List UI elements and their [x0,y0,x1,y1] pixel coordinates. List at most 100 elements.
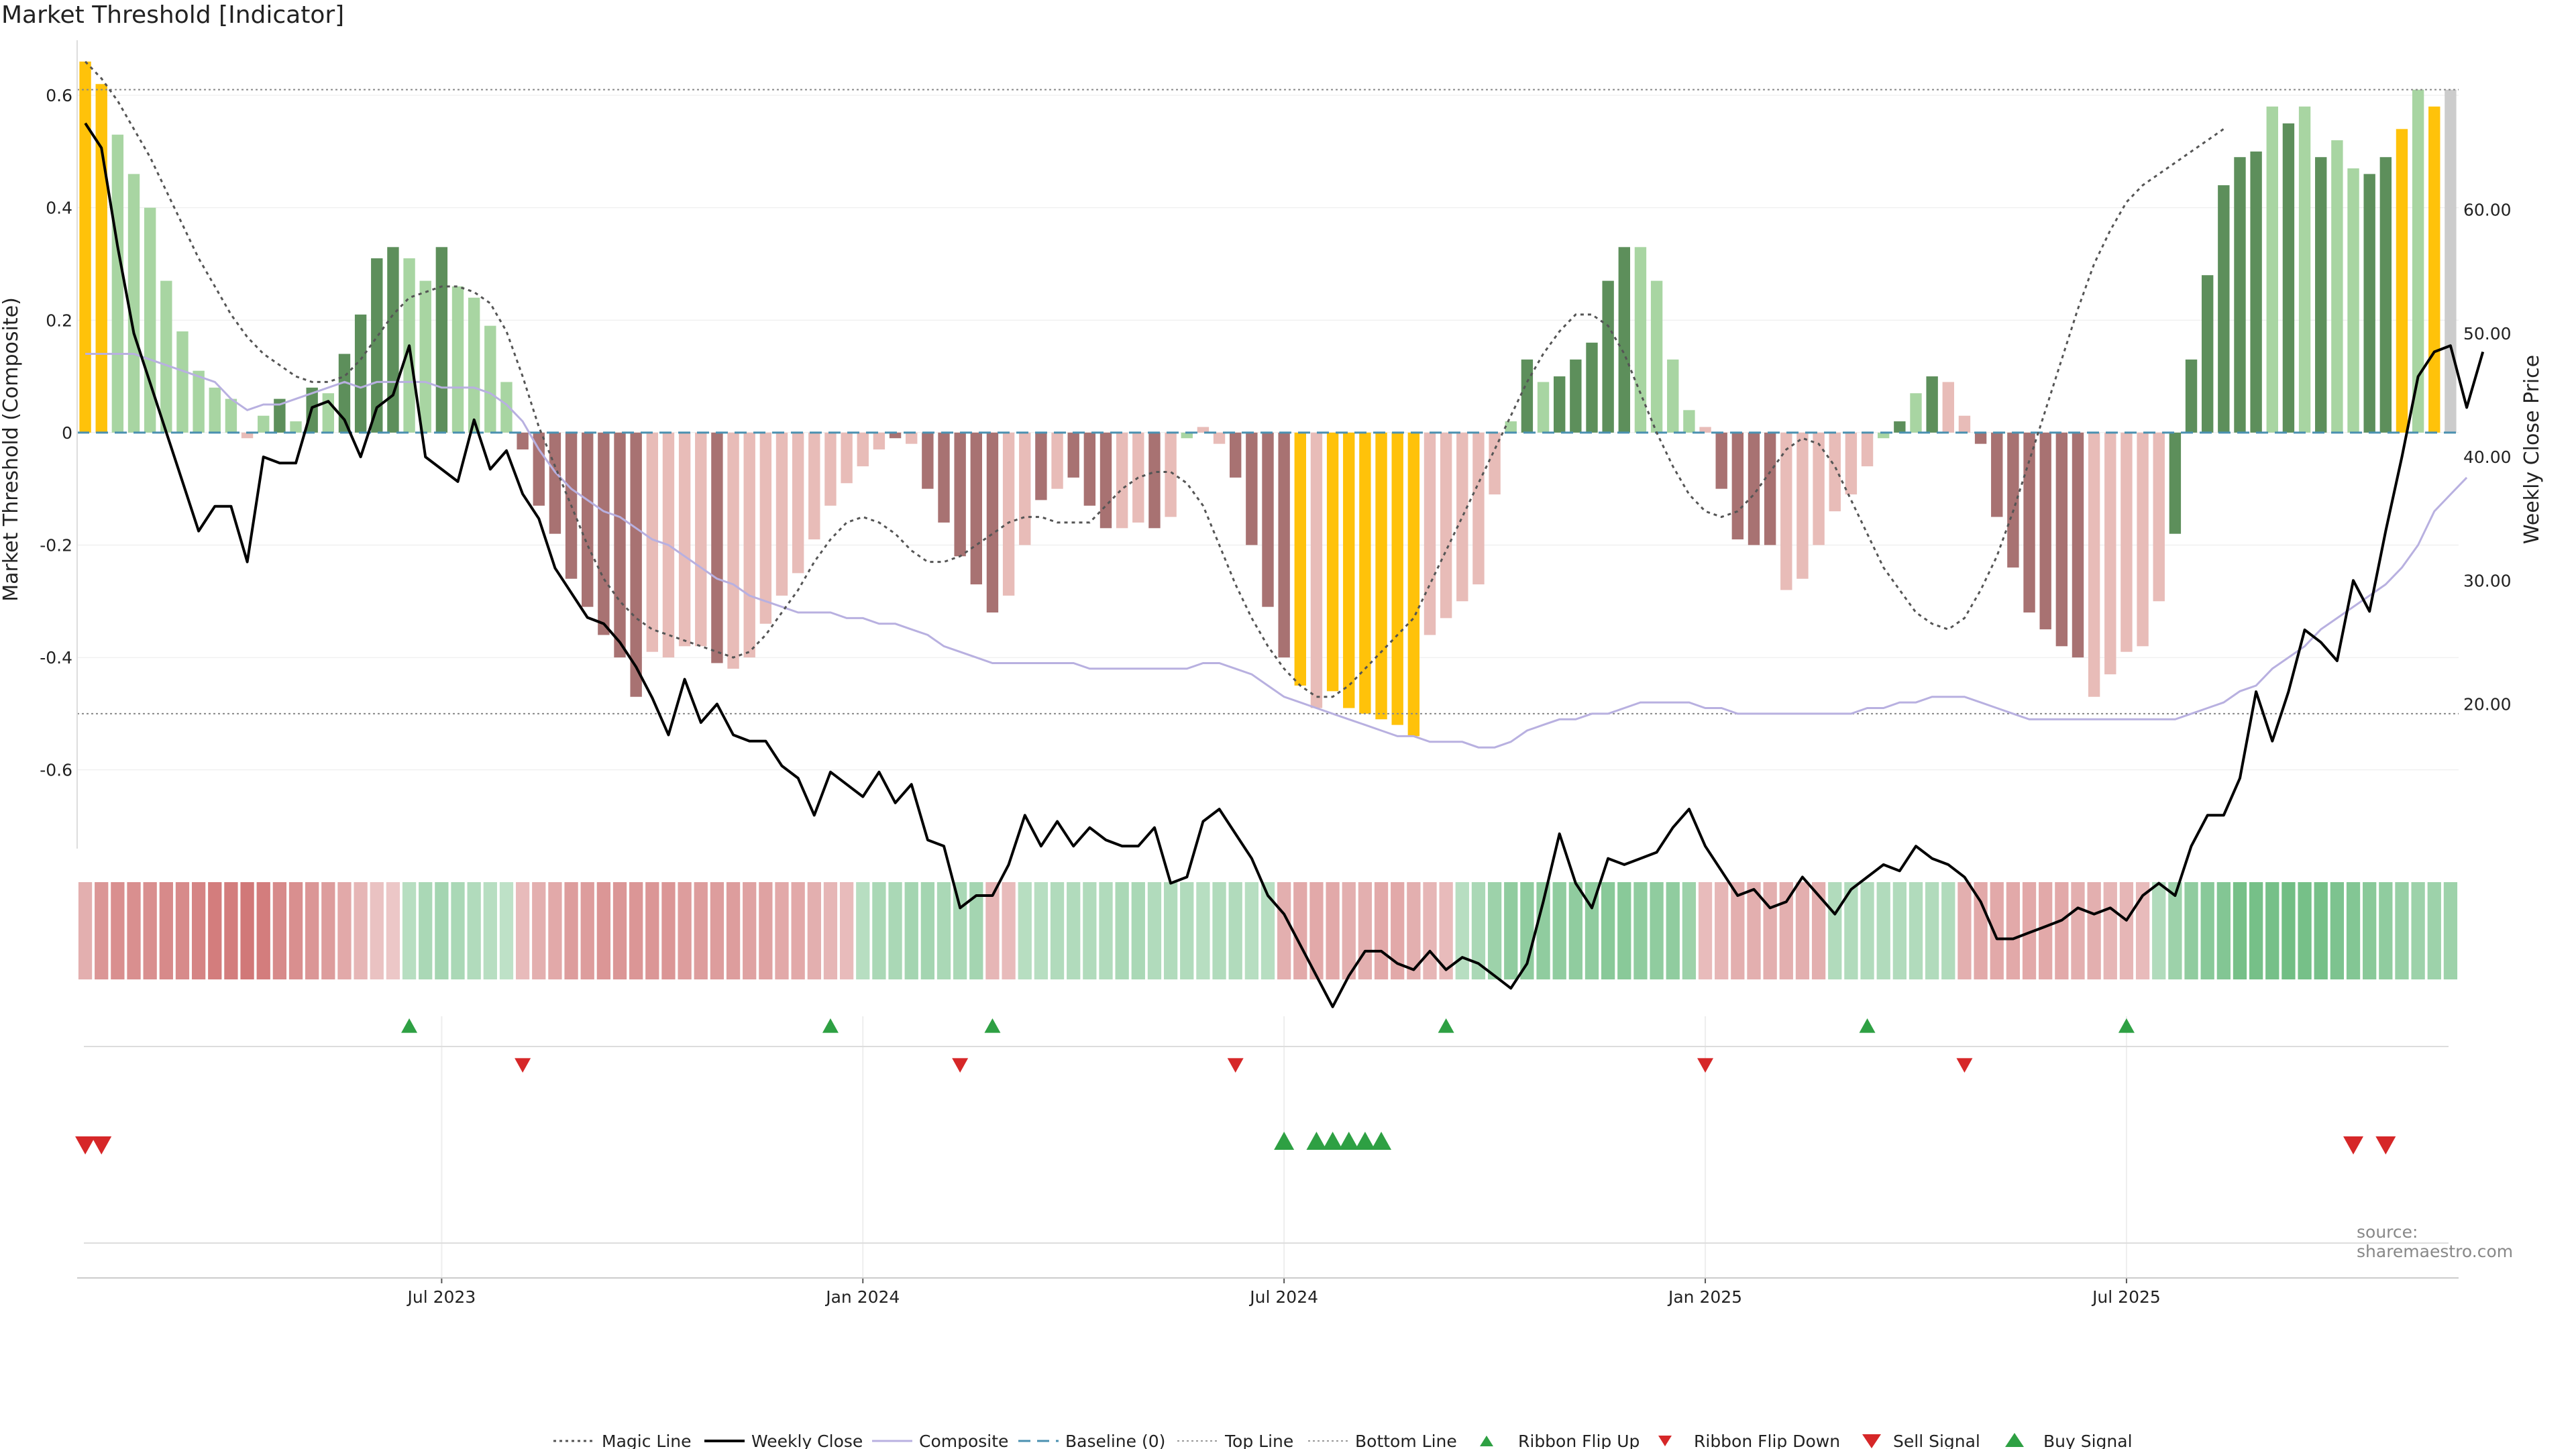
composite-bar [1391,432,1403,725]
composite-bar [2347,168,2359,433]
ribbon-cell [2055,882,2069,979]
composite-bar [759,432,772,624]
composite-bar [1310,432,1323,708]
composite-bar [1083,432,1096,506]
composite-bar [1521,359,1534,433]
ribbon-cell [2249,882,2263,979]
ribbon-cell [1439,882,1453,979]
composite-bar [1780,432,1792,590]
ribbon-cell [1002,882,1016,979]
ribbon-cell [451,882,465,979]
ribbon-cell [1909,882,1923,979]
composite-bar [1570,359,1582,433]
ribbon-cell [1018,882,1032,979]
legend-label-magic-line: Magic Line [602,1432,692,1449]
ribbon-cell [419,882,433,979]
composite-bar [1748,432,1760,545]
source-note: source: sharemaestro.com [2357,1222,2514,1261]
composite-bar [824,432,837,506]
composite-bar [1618,247,1630,433]
composite-bar [2315,157,2327,433]
buy-signal-marker [1354,1132,1375,1150]
composite-bar [435,247,448,433]
ribbon-cell [1083,882,1097,979]
composite-bar [1035,432,1047,500]
composite-bar [1667,359,1679,433]
composite-bar [209,387,221,433]
composite-bar [1116,432,1128,529]
composite-bar [1278,432,1290,658]
ribbon-cell [1650,882,1664,979]
composite-bar [1845,432,1858,495]
ribbon-cell [2071,882,2085,979]
composite-bar [2153,432,2165,602]
buy-signal-marker [1371,1132,1392,1150]
ribbon-cell [1374,882,1389,979]
composite-bar [2137,432,2149,647]
composite-bar [2218,185,2230,433]
x-tick-label: Jul 2025 [2091,1287,2161,1307]
ribbon-cell [1601,882,1615,979]
ribbon-flip-up-marker [401,1018,418,1033]
legend-item-sell-signal: Sell Signal [1862,1432,1980,1449]
legend-item-weekly-close: Weekly Close [704,1432,863,1449]
ribbon-cell [78,882,93,979]
ribbon-cell [1504,882,1518,979]
composite-bar [2055,432,2068,647]
ribbon-cell [354,882,368,979]
legend-item-buy-signal: Buy Signal [2005,1432,2133,1449]
ribbon-cell [2184,882,2198,979]
ribbon-cell [272,882,287,979]
magic-line [85,60,2224,698]
composite-bar [970,432,982,585]
ribbon-cell [2395,882,2409,979]
ribbon-cell [143,882,157,979]
ribbon-cell [370,882,384,979]
composite-bar [1877,432,1890,439]
composite-bar [1326,432,1339,692]
ribbon-flip-down-marker [1956,1058,1973,1073]
composite-bar [1699,427,1711,433]
composite-bar [79,61,91,433]
ribbon-cell [2298,882,2312,979]
ribbon-flip-up-marker [1438,1018,1454,1033]
composite-bar [906,432,918,444]
ribbon-cell [1487,882,1502,979]
ribbon-cell [548,882,562,979]
ribbon-cell [175,882,190,979]
ribbon-cell [678,882,692,979]
legend-label-composite: Composite [919,1432,1008,1449]
ribbon-cell [1326,882,1340,979]
ribbon-cell [1407,882,1421,979]
composite-bar [2412,89,2424,433]
ribbon-cell [1698,882,1713,979]
ribbon-cell [1228,882,1242,979]
composite-bar [451,286,464,433]
y-left-axis-title: Market Threshold (Composite) [0,297,23,602]
composite-bar [387,247,399,433]
ribbon-cell [1163,882,1178,979]
ribbon-cell [337,882,352,979]
composite-bar [841,432,853,484]
ribbon-cell [1957,882,1972,979]
ribbon-flip-down-marker [515,1058,531,1073]
composite-bar [2298,106,2311,433]
x-tick-label: Jan 2024 [824,1287,900,1307]
composite-bar [2445,89,2457,433]
ribbon-cell [435,882,449,979]
x-tick-label: Jan 2025 [1667,1287,1742,1307]
ribbon-cell [467,882,481,979]
composite-bar [775,432,788,596]
composite-bar [176,331,189,433]
composite-bar [500,382,513,433]
ribbon-cell [2168,882,2182,979]
composite-bar [1910,393,1922,433]
ribbon-cell [2152,882,2166,979]
composite-bar [743,432,755,658]
ribbon-cell [2314,882,2328,979]
composite-bar [986,432,999,613]
composite-bar [2007,432,2019,568]
composite-bar [241,432,254,439]
ribbon-cell [1715,882,1729,979]
